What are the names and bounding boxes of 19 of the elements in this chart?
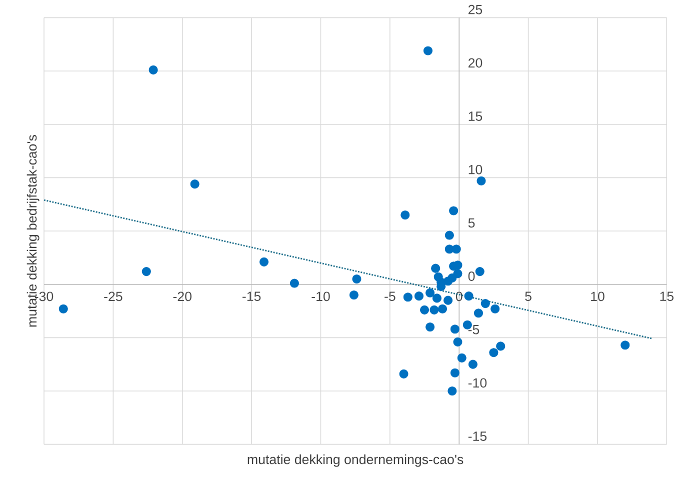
y-tick-label: 5 xyxy=(468,218,475,228)
y-tick-label: 25 xyxy=(468,4,482,14)
y-tick-label: -5 xyxy=(468,324,480,334)
x-tick-label: -15 xyxy=(242,292,261,302)
x-tick-label: -5 xyxy=(384,292,396,302)
x-tick-label: 5 xyxy=(525,292,532,302)
x-tick-label: -30 xyxy=(34,292,54,302)
y-tick-label: 15 xyxy=(468,112,482,121)
y-tick-label: 10 xyxy=(468,164,482,174)
x-tick-label: 10 xyxy=(591,292,604,302)
x-tick-label: -25 xyxy=(104,292,122,302)
x-axis-title: mutatie dekking ondernemings-cao's xyxy=(248,454,464,467)
y-tick-label: -10 xyxy=(468,378,487,388)
y-tick-label: 20 xyxy=(468,58,482,68)
x-tick-label: -10 xyxy=(312,292,330,302)
y-tick-label: -15 xyxy=(468,432,487,441)
y-tick-label: 0 xyxy=(468,272,475,281)
x-tick-label: -20 xyxy=(173,292,192,302)
x-tick-label: 15 xyxy=(660,292,674,302)
